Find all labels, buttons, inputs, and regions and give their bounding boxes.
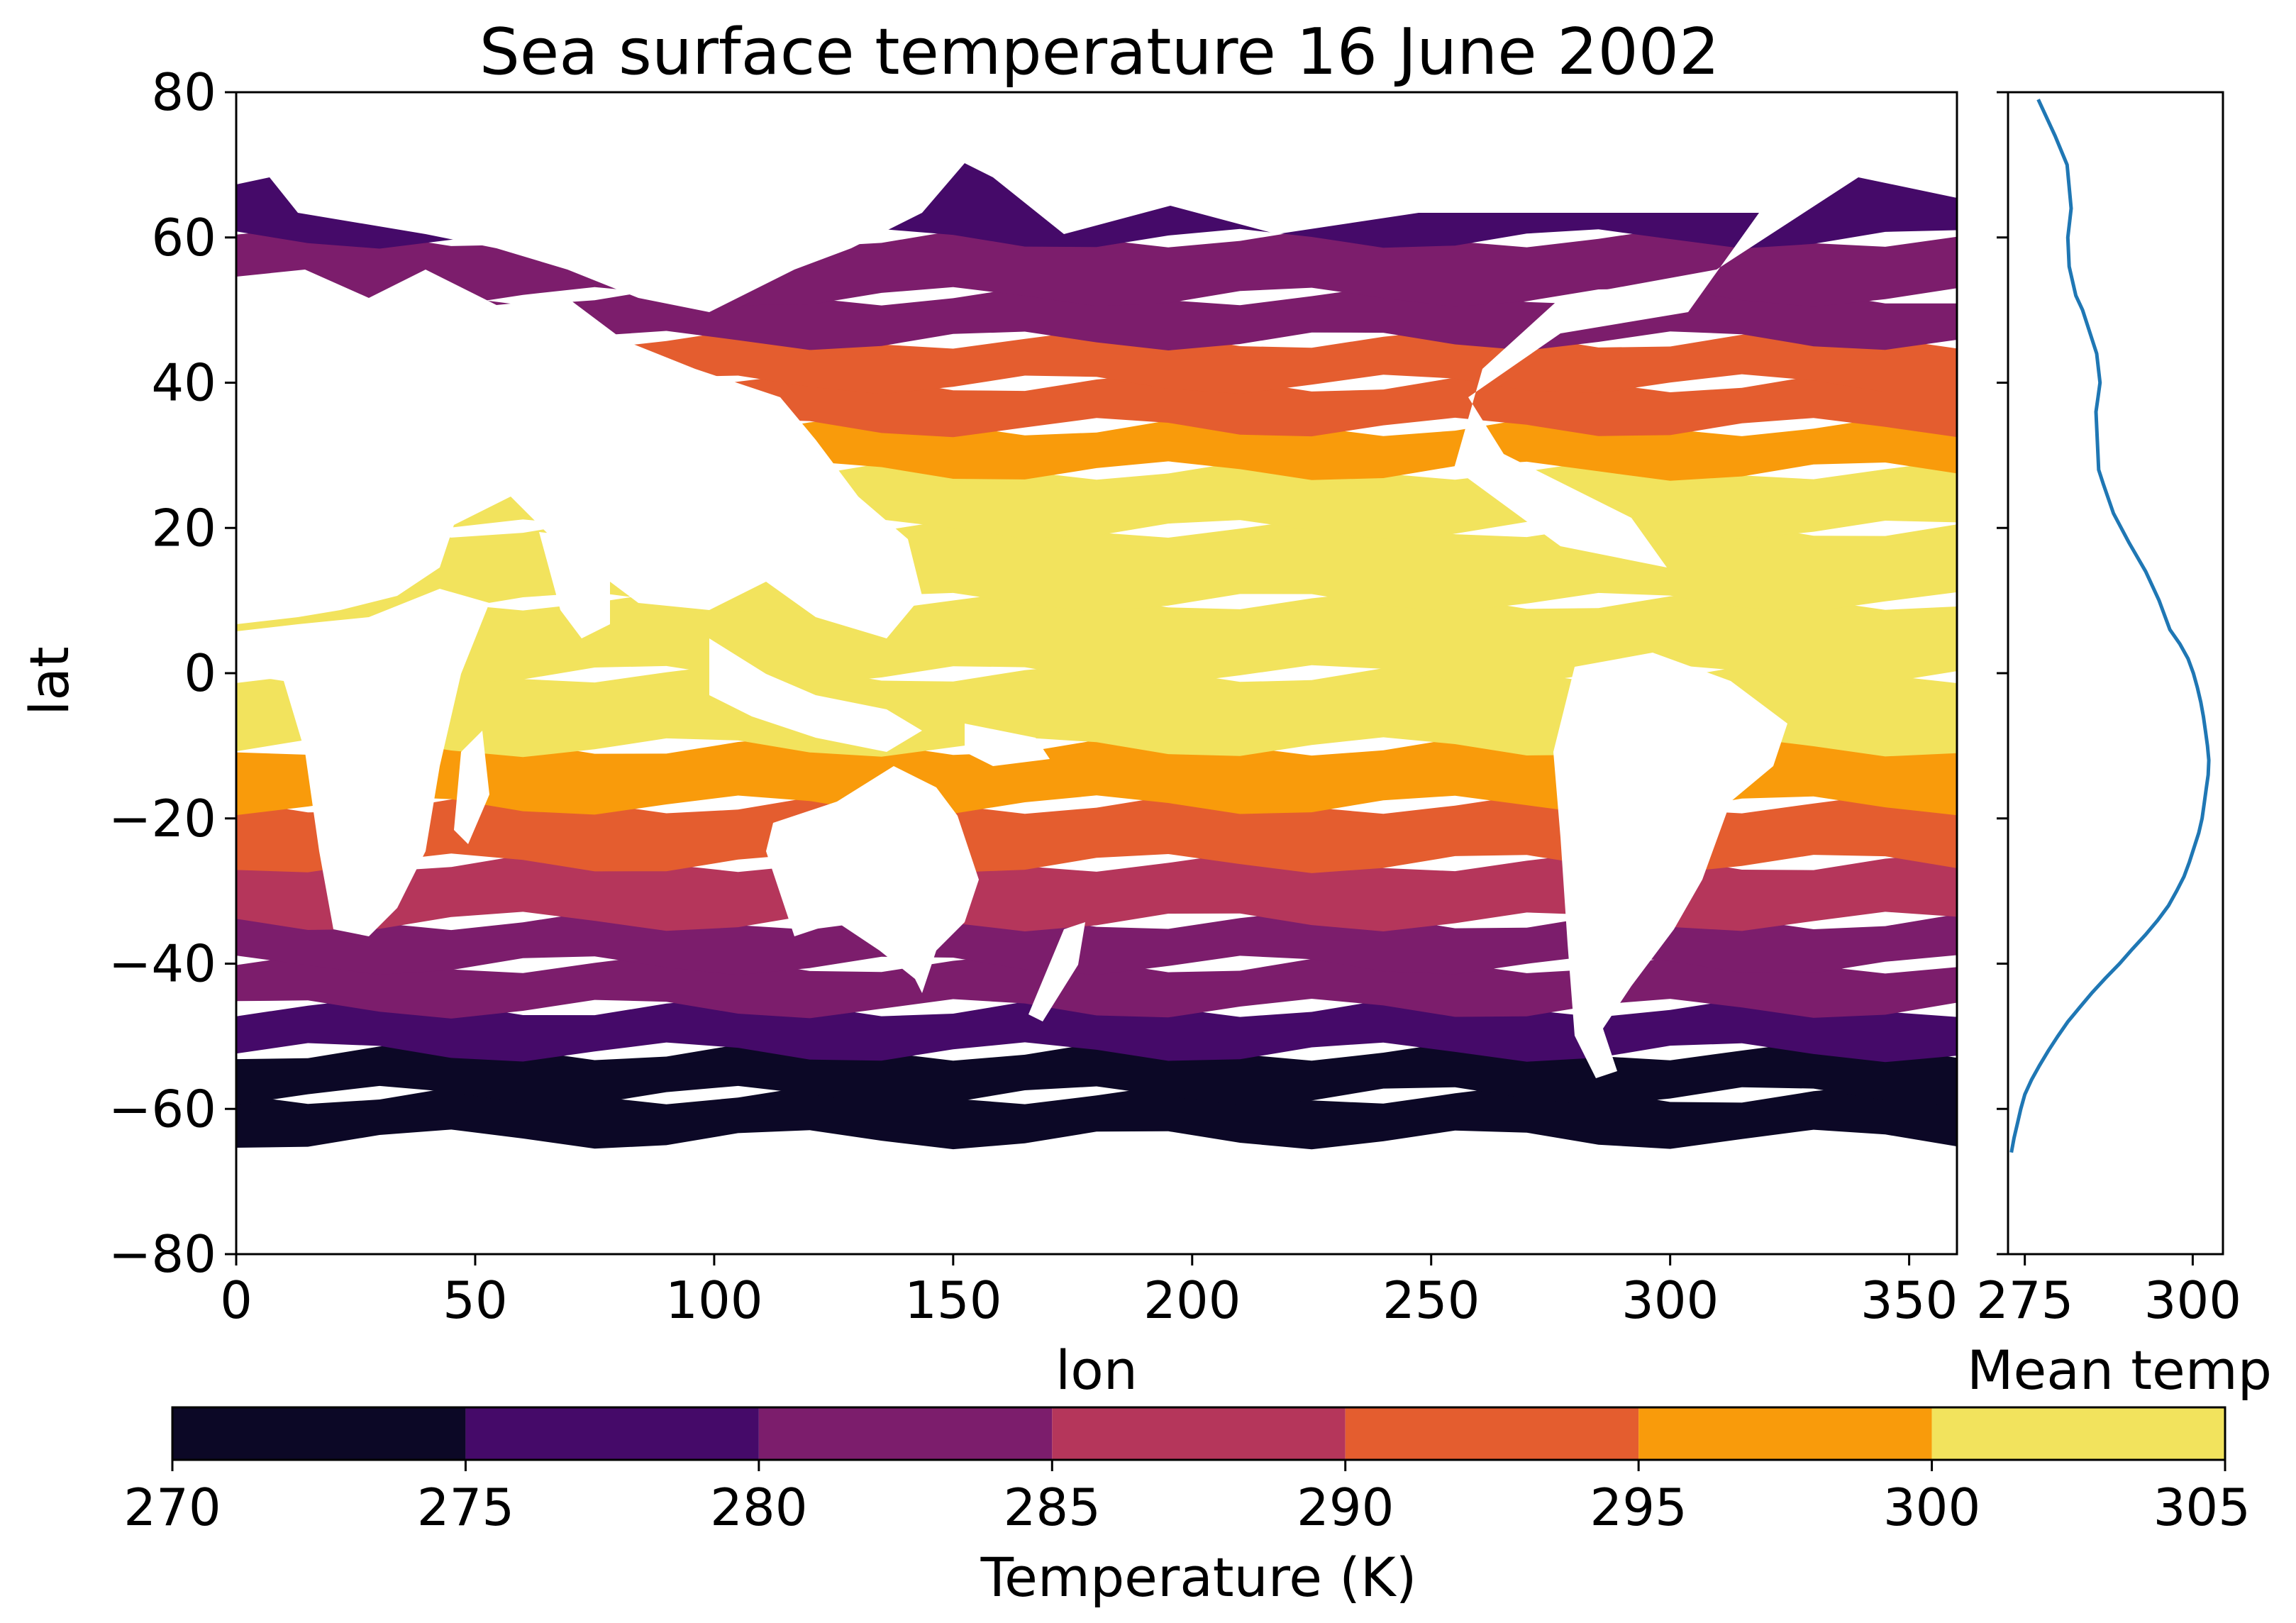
temperature-band bbox=[236, 953, 1957, 1019]
landmass-eurasia bbox=[236, 270, 922, 638]
landmass-north-america bbox=[922, 92, 1957, 567]
chart-title: Sea surface temperature 16 June 2002 bbox=[479, 15, 1720, 89]
temperature-band bbox=[236, 852, 1957, 931]
landmass-africa bbox=[236, 589, 489, 936]
landmass-australia bbox=[766, 766, 979, 993]
temperature-band bbox=[236, 1084, 1957, 1150]
landmass-india bbox=[539, 532, 610, 638]
temperature-band bbox=[236, 663, 1957, 758]
colorbar-cell bbox=[1345, 1407, 1639, 1460]
colorbar-cell bbox=[172, 1407, 466, 1460]
colorbar-cell bbox=[1638, 1407, 1932, 1460]
colorbar-tick-label: 280 bbox=[710, 1478, 807, 1537]
no-data-south bbox=[236, 1152, 1957, 1254]
landmass-maritime-asia bbox=[709, 638, 922, 752]
x-tick-label: 150 bbox=[904, 1270, 1002, 1330]
x-tick-label: 300 bbox=[1621, 1270, 1719, 1330]
colorbar-cell bbox=[465, 1407, 759, 1460]
colorbar-label: Temperature (K) bbox=[980, 1546, 1417, 1609]
line-y-ticks bbox=[1997, 91, 2008, 1256]
y-tick-label: −80 bbox=[109, 1224, 216, 1284]
land-masses bbox=[236, 92, 1957, 1078]
colorbar: 270 275 280 285 290 295 300 305 Temperature (K) bbox=[123, 1406, 2251, 1609]
colorbar-cell bbox=[1052, 1407, 1346, 1460]
line-x-tick-label: 275 bbox=[1976, 1270, 2073, 1330]
colorbar-tick-label: 270 bbox=[123, 1478, 221, 1537]
temperature-band bbox=[236, 736, 1957, 816]
y-tick-label: −20 bbox=[109, 789, 216, 848]
map-y-label: lat bbox=[18, 646, 81, 716]
x-tick-label: 250 bbox=[1382, 1270, 1480, 1330]
y-tick-label: 20 bbox=[151, 498, 216, 558]
y-tick-label: 60 bbox=[151, 208, 216, 267]
line-x-label: Mean temp bbox=[1967, 1339, 2272, 1402]
colorbar-tick-label: 285 bbox=[1004, 1478, 1101, 1537]
colorbar-ticks: 270 275 280 285 290 295 300 305 bbox=[123, 1460, 2251, 1537]
line-x-tick-label: 300 bbox=[2144, 1270, 2241, 1330]
y-tick-label: 80 bbox=[151, 62, 216, 122]
colorbar-tick-label: 295 bbox=[1590, 1478, 1687, 1537]
map-x-ticks: 0 50 100 150 200 250 300 350 bbox=[220, 1254, 1958, 1330]
colorbar-cell bbox=[1931, 1407, 2225, 1460]
colorbar-frame bbox=[171, 1406, 2226, 1461]
temperature-band bbox=[236, 590, 1957, 685]
y-tick-label: −40 bbox=[109, 934, 216, 994]
colorbar-tick-label: 275 bbox=[417, 1478, 514, 1537]
mean-temp-line bbox=[2009, 99, 2211, 1153]
map-panel: 0 50 100 150 200 250 300 350 −80 −60 −40 −20 0 20 40 6… bbox=[18, 62, 1958, 1402]
x-tick-label: 100 bbox=[665, 1270, 762, 1330]
mean-temp-panel: 275 300 Mean temp bbox=[1967, 91, 2272, 1402]
x-tick-label: 350 bbox=[1860, 1270, 1958, 1330]
y-tick-label: 0 bbox=[184, 643, 216, 703]
map-x-label: lon bbox=[1055, 1339, 1138, 1402]
colorbar-tick-label: 300 bbox=[1883, 1478, 1980, 1537]
map-y-ticks: −80 −60 −40 −20 0 20 40 60 80 bbox=[109, 62, 236, 1284]
x-tick-label: 50 bbox=[443, 1270, 508, 1330]
landmass-madagascar bbox=[454, 731, 489, 844]
x-tick-label: 200 bbox=[1143, 1270, 1241, 1330]
colorbar-cells bbox=[172, 1407, 2225, 1460]
line-x-ticks: 275 300 bbox=[1976, 1254, 2241, 1330]
landmass-new-guinea bbox=[965, 724, 1050, 766]
temperature-band bbox=[236, 794, 1957, 874]
landmass-south-america bbox=[1553, 653, 1787, 1078]
landmass-arctic bbox=[236, 92, 979, 312]
colorbar-cell bbox=[758, 1407, 1053, 1460]
x-tick-label: 0 bbox=[220, 1270, 253, 1330]
colorbar-tick-label: 290 bbox=[1297, 1478, 1394, 1537]
colorbar-tick-label: 305 bbox=[2153, 1478, 2251, 1537]
y-tick-label: 40 bbox=[151, 353, 216, 413]
landmass-new-zealand bbox=[1028, 922, 1085, 1021]
y-tick-label: −60 bbox=[109, 1079, 216, 1139]
